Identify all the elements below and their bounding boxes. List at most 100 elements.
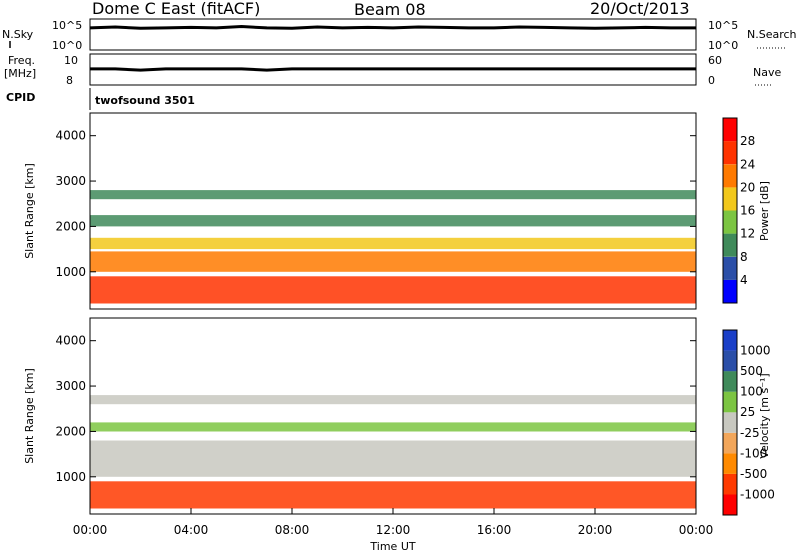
power-yticks: 1000 2000 3000 4000	[55, 129, 696, 279]
velocity-xlabel: Time UT	[369, 540, 415, 553]
colorbar-tick-label: 25	[740, 405, 755, 419]
velocity-yticks: 1000 2000 3000 4000	[55, 334, 696, 484]
range-band	[90, 215, 696, 227]
series-line	[90, 67, 696, 72]
power-colorbar-label: Power [dB]	[758, 181, 771, 241]
velocity-panel: 1000 2000 3000 4000 00:00 04:00 08:00 12:00 16:…	[23, 317, 775, 553]
power-colorbar: 28 24 20 16 12 8 4	[722, 117, 755, 304]
cpid-panel: CPID twofsound 3501	[6, 88, 195, 110]
colorbar-cell	[723, 233, 737, 257]
freq-unit: [MHz]	[4, 67, 36, 80]
ytick-label: 3000	[55, 379, 86, 393]
ytick-label: 4000	[55, 334, 86, 348]
colorbar-tick-label: 100	[740, 385, 763, 399]
power-panel: 1000 2000 3000 4000 Slant Range [km] 28 24 20…	[23, 112, 771, 310]
xtick-label: 00:00	[73, 523, 108, 537]
station-title: Dome C East (fitACF)	[92, 0, 260, 18]
colorbar-cell	[723, 187, 737, 211]
colorbar-cell	[723, 391, 737, 413]
colorbar-cell	[723, 256, 737, 280]
colorbar-tick-label: 4	[740, 273, 748, 287]
range-band	[90, 237, 696, 250]
velocity-xticks: 00:00 04:00 08:00 12:00 16:00 20:00 00:00	[73, 508, 714, 537]
colorbar-tick-label: -25	[740, 426, 760, 440]
freq-marks	[90, 67, 696, 72]
nave-right-tick-top: 60	[708, 54, 722, 67]
ytick-label: 2000	[55, 219, 86, 233]
colorbar-cell	[723, 432, 737, 454]
velocity-marks	[90, 395, 696, 509]
beam-label: Beam 08	[354, 0, 426, 19]
ytick-label: 1000	[55, 470, 86, 484]
cpid-label: CPID	[6, 91, 35, 104]
nsky-frame	[89, 18, 697, 51]
colorbar-frame	[722, 329, 738, 516]
colorbar-tick-label: -1000	[740, 487, 775, 501]
freq-left-tick-top: 10	[64, 54, 78, 67]
range-band	[90, 481, 696, 509]
nsearch-right-tick-top: 10^5	[708, 19, 738, 32]
range-band	[90, 395, 696, 405]
range-band	[90, 276, 696, 304]
colorbar-cell	[723, 412, 737, 433]
date-label: 20/Oct/2013	[590, 0, 690, 18]
colorbar-cell	[723, 453, 737, 474]
colorbar-cell	[723, 350, 737, 372]
colorbar-tick-label: 500	[740, 364, 763, 378]
colorbar-tick-label: 8	[740, 250, 748, 264]
velocity-colorbar: 1000 500 100 25 -25 -100 -500 -1000	[722, 329, 775, 516]
freq-panel: Freq. [MHz] 10 8 60 0 Nave	[4, 53, 781, 87]
nsky-left-tick-top: 10^5	[52, 19, 82, 32]
xtick-label: 20:00	[578, 523, 613, 537]
colorbar-tick-label: 12	[740, 227, 755, 241]
xtick-label: 16:00	[477, 523, 512, 537]
colorbar-cell	[723, 371, 737, 392]
nave-label: Nave	[753, 66, 781, 79]
ytick-label: 4000	[55, 129, 86, 143]
nsky-label: N.Sky	[2, 28, 34, 41]
colorbar-tick-label: 16	[740, 204, 755, 218]
nsky-marks	[89, 24, 696, 30]
colorbar-cell	[723, 494, 737, 515]
cpid-value: twofsound 3501	[95, 94, 195, 107]
colorbar-cell	[723, 141, 737, 165]
range-band	[90, 422, 696, 432]
velocity-colorbar-label: Velocity [m s⁻¹]	[758, 373, 771, 458]
colorbar-cell	[723, 118, 737, 142]
colorbar-cell	[723, 473, 737, 495]
nsky-panel: N.Sky 10^5 10^0 10^5 10^0 N.Search	[2, 18, 797, 52]
power-marks	[90, 190, 696, 304]
xtick-label: 08:00	[275, 523, 310, 537]
xtick-label: 04:00	[174, 523, 209, 537]
colorbar-cell	[723, 330, 737, 351]
colorbar-cell	[723, 164, 737, 188]
nsky-left-tick-bottom: 10^0	[52, 39, 82, 52]
power-ylabel: Slant Range [km]	[23, 163, 36, 259]
colorbar-cell	[723, 279, 737, 303]
range-band	[90, 190, 696, 200]
colorbar-frame	[722, 117, 738, 304]
series-line	[89, 24, 696, 30]
range-band	[90, 251, 696, 272]
colorbar-tick-label: -100	[740, 446, 767, 460]
colorbar-tick-label: 1000	[740, 344, 771, 358]
nsearch-label: N.Search	[747, 28, 797, 41]
xtick-label: 12:00	[376, 523, 411, 537]
nsearch-right-tick-bottom: 10^0	[708, 39, 738, 52]
nave-right-tick-bottom: 0	[708, 74, 715, 87]
ytick-label: 2000	[55, 424, 86, 438]
range-band	[90, 440, 696, 477]
colorbar-tick-label: 20	[740, 180, 755, 194]
freq-left-tick-bottom: 8	[66, 74, 73, 87]
xtick-label: 00:00	[679, 523, 714, 537]
power-frame	[89, 112, 697, 310]
colorbar-tick-label: 28	[740, 134, 755, 148]
colorbar-tick-label: -500	[740, 467, 767, 481]
freq-label: Freq.	[8, 54, 35, 67]
ytick-label: 3000	[55, 174, 86, 188]
velocity-ylabel: Slant Range [km]	[23, 368, 36, 464]
colorbar-cell	[723, 210, 737, 234]
colorbar-tick-label: 24	[740, 157, 755, 171]
ytick-label: 1000	[55, 265, 86, 279]
